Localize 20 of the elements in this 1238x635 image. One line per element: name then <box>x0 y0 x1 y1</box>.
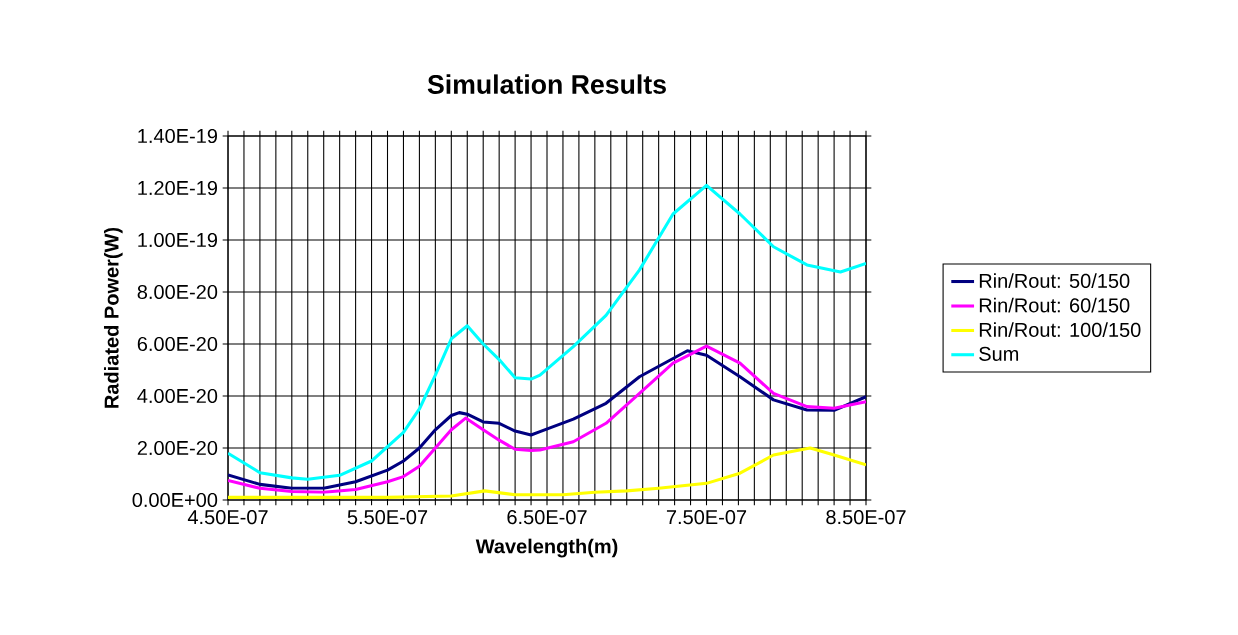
y-tick-label: 8.00E-20 <box>137 284 218 300</box>
y-tick-label: 6.00E-20 <box>137 336 218 352</box>
x-tick-label: 7.50E-07 <box>666 510 747 525</box>
x-tick-label: 4.50E-07 <box>187 510 268 525</box>
x-tick-label: 6.50E-07 <box>507 510 587 525</box>
y-tick-label: 1.20E-19 <box>138 180 217 196</box>
y-tick-label: 4.00E-20 <box>137 388 218 404</box>
y-tick-label: 0.00E+00 <box>132 492 218 508</box>
x-axis-title: Wavelength(m) <box>475 538 618 558</box>
legend-label: Rin/Rout: 60/150 <box>979 297 1130 313</box>
y-axis-title: Radiated Power(W) <box>103 227 123 408</box>
chart-title: Simulation Results <box>427 74 666 94</box>
x-tick-label: 5.50E-07 <box>347 510 428 525</box>
y-tick-label: 2.00E-20 <box>137 440 218 456</box>
legend-label: Rin/Rout: 50/150 <box>979 273 1130 288</box>
legend-label: Sum <box>979 346 1019 361</box>
y-tick-label: 1.40E-19 <box>138 128 217 144</box>
y-tick-label: 1.00E-19 <box>138 232 217 248</box>
legend-label: Rin/Rout: 100/150 <box>979 322 1141 337</box>
x-tick-label: 8.50E-07 <box>826 510 906 525</box>
